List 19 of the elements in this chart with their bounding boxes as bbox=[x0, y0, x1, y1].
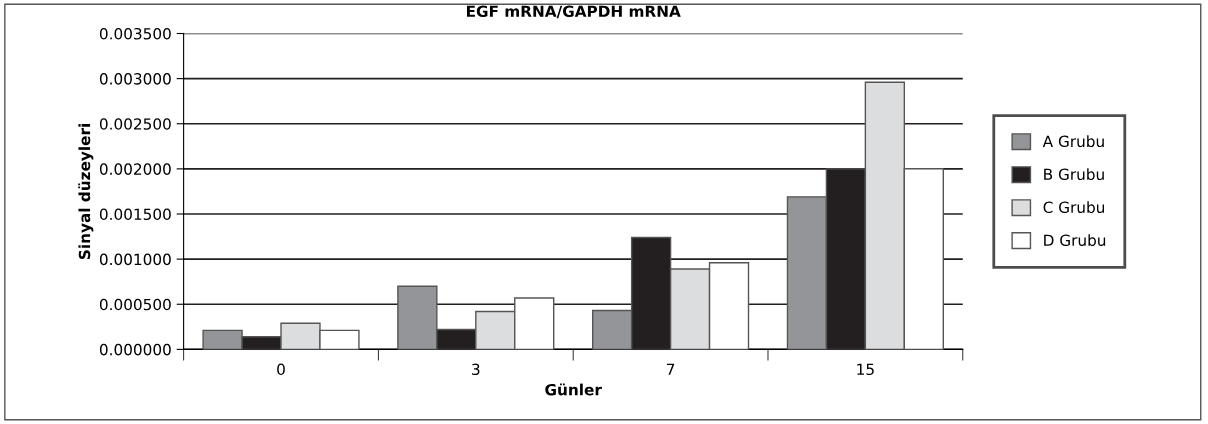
y-tick-label: 0.002000 bbox=[99, 163, 171, 175]
y-tick-label: 0.000500 bbox=[99, 298, 171, 311]
y-tick-label: 0.003000 bbox=[99, 73, 171, 85]
chart-title: EGF mRNA/GAPDH mRNA bbox=[466, 5, 681, 19]
y-tick-label: 0.001000 bbox=[99, 253, 171, 266]
x-tick-label: 0 bbox=[277, 363, 285, 376]
x-tick-label: 15 bbox=[857, 363, 874, 376]
y-tick-label: 0.003500 bbox=[99, 27, 171, 40]
legend-label: B Grubu bbox=[1044, 168, 1104, 181]
legend-label: C Grubu bbox=[1043, 201, 1104, 214]
y-tick-label: 0.001500 bbox=[99, 208, 171, 221]
y-tick-label: 0.000000 bbox=[99, 343, 171, 356]
legend-label: A Grubu bbox=[1042, 135, 1104, 148]
x-tick-label: 7 bbox=[666, 363, 675, 375]
legend-label: D Grubu bbox=[1044, 234, 1106, 247]
y-axis-title: Sinyal düzeyleri bbox=[78, 124, 94, 260]
x-tick-label: 3 bbox=[472, 363, 480, 376]
x-axis-title: Günler bbox=[545, 383, 602, 396]
y-tick-label: 0.002500 bbox=[99, 118, 171, 130]
